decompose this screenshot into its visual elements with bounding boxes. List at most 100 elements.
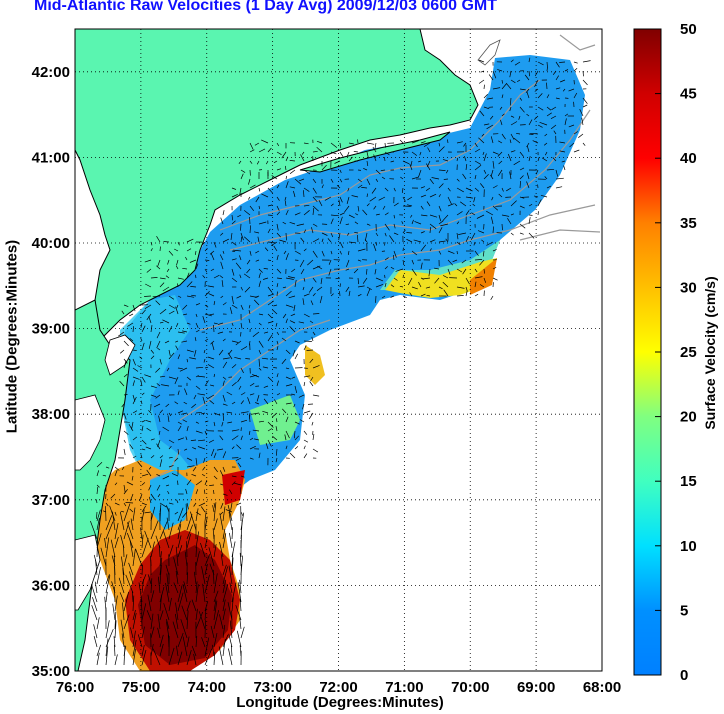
velocity-vector <box>399 285 404 288</box>
velocity-vector <box>213 544 217 558</box>
velocity-vector <box>96 541 98 558</box>
velocity-vector <box>482 151 485 156</box>
velocity-vector <box>185 488 188 495</box>
velocity-vector <box>96 484 100 488</box>
velocity-vector <box>255 250 260 254</box>
velocity-vector <box>425 187 431 191</box>
velocity-vector <box>447 196 452 205</box>
velocity-vector <box>373 205 377 210</box>
velocity-vector <box>258 358 260 367</box>
velocity-vector <box>159 246 161 252</box>
velocity-vector <box>186 426 189 432</box>
velocity-vector <box>303 410 311 414</box>
velocity-vector <box>165 275 170 279</box>
velocity-vector <box>147 594 152 612</box>
velocity-vector <box>141 502 148 506</box>
velocity-vector <box>463 142 467 147</box>
velocity-vector <box>465 277 470 285</box>
velocity-vector <box>438 183 444 189</box>
velocity-vector <box>213 475 218 480</box>
velocity-vector <box>186 457 193 461</box>
velocity-vector <box>231 250 236 253</box>
velocity-vector <box>476 214 485 219</box>
velocity-vector <box>273 160 278 164</box>
velocity-vector <box>123 448 126 456</box>
velocity-vector <box>487 97 494 100</box>
velocity-vector <box>253 299 260 306</box>
velocity-vector <box>275 426 278 432</box>
velocity-vector <box>219 470 224 477</box>
velocity-vector <box>289 452 296 459</box>
velocity-vector <box>198 611 206 630</box>
velocity-vector <box>114 644 116 657</box>
velocity-vector <box>96 644 102 657</box>
velocity-vector <box>195 531 200 549</box>
y-axis-label: Latitude (Degrees:Minutes) <box>3 239 21 434</box>
velocity-vector <box>175 345 179 351</box>
velocity-vector <box>213 573 218 594</box>
velocity-vector <box>481 133 485 137</box>
velocity-vector <box>285 304 294 308</box>
velocity-vector <box>177 519 182 531</box>
velocity-vector <box>239 187 242 195</box>
velocity-vector <box>123 304 129 307</box>
velocity-vector <box>105 575 111 594</box>
velocity-vector <box>516 132 521 135</box>
velocity-vector <box>177 632 184 648</box>
velocity-vector <box>366 142 375 145</box>
velocity-vector <box>357 178 362 183</box>
velocity-vector <box>177 524 182 540</box>
velocity-vector <box>239 579 242 594</box>
velocity-vector <box>159 586 165 603</box>
velocity-vector <box>375 241 378 246</box>
velocity-vector <box>231 597 234 612</box>
velocity-vector <box>177 437 185 441</box>
velocity-vector <box>212 644 215 657</box>
velocity-vector <box>141 420 146 423</box>
velocity-vector <box>488 74 494 81</box>
colorbar-tick-label: 15 <box>680 473 697 490</box>
velocity-vector <box>443 289 449 297</box>
velocity-vector <box>251 374 260 378</box>
velocity-vector <box>579 109 584 117</box>
velocity-vector <box>157 493 161 498</box>
velocity-vector <box>202 275 206 279</box>
velocity-vector <box>141 505 147 513</box>
velocity-vector <box>177 283 179 288</box>
velocity-vector <box>465 290 468 297</box>
velocity-vector <box>526 91 530 99</box>
velocity-vector <box>442 159 449 162</box>
velocity-vector <box>254 438 260 441</box>
velocity-vector <box>127 522 134 540</box>
velocity-vector <box>483 93 488 99</box>
velocity-vector <box>474 160 482 165</box>
velocity-vector <box>129 571 134 585</box>
velocity-vector <box>228 633 233 648</box>
velocity-vector <box>249 250 252 256</box>
velocity-vector <box>284 196 287 201</box>
velocity-vectors <box>90 57 591 666</box>
velocity-vector <box>123 360 127 369</box>
velocity-vector <box>573 61 578 64</box>
velocity-vector <box>483 153 487 162</box>
velocity-vector <box>568 124 575 128</box>
y-tick-labels: 42:00 41:00 40:00 39:00 38:00 37:00 36:00 35:00 <box>32 64 70 680</box>
y-tick-label: 37:00 <box>32 492 70 509</box>
velocity-vector <box>96 509 101 522</box>
velocity-vector <box>306 349 314 351</box>
velocity-vector <box>285 430 290 439</box>
velocity-vector <box>132 326 134 333</box>
velocity-vector <box>191 645 197 657</box>
velocity-vector <box>114 611 117 630</box>
velocity-vector <box>249 216 251 225</box>
velocity-vector <box>159 308 167 315</box>
velocity-vector <box>417 160 422 163</box>
velocity-vector <box>267 214 273 216</box>
velocity-vector <box>539 121 548 126</box>
velocity-vector <box>240 511 244 517</box>
velocity-vector <box>465 164 468 171</box>
velocity-vector <box>234 356 242 360</box>
velocity-vector <box>555 61 560 68</box>
velocity-vector <box>195 584 199 603</box>
velocity-vector <box>551 106 557 111</box>
